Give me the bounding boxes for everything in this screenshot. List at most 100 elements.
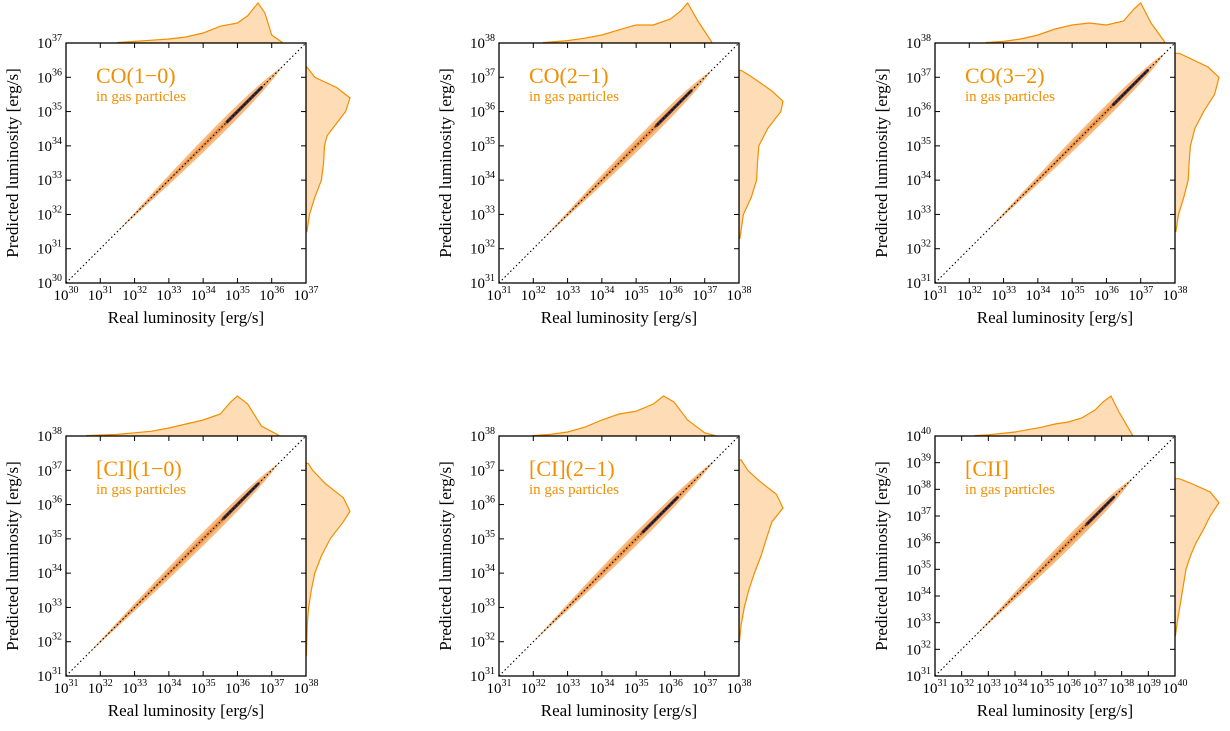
x-tick-label: 1031 [54,678,79,697]
x-tick-label: 1033 [122,678,147,697]
x-tick-label: 1036 [658,678,683,697]
y-axis-label: Predicted luminosity [erg/s] [436,68,455,258]
x-tick-label: 1034 [589,678,614,697]
y-tick-label: 1040 [906,426,931,445]
panel-6: 1031 1032 1033 1034 1035 1036 1037 1038 1039 1040… [872,395,1220,720]
x-tick-label: 1032 [521,678,546,697]
y-tick-label: 1030 [37,273,62,292]
panel-3: 1031 1032 1033 1034 1035 1036 1037 1038 1031 1032… [872,2,1220,327]
y-tick-label: 1036 [906,533,931,552]
y-tick-label: 1037 [470,460,495,479]
x-tick-label: 1032 [949,678,974,697]
x-tick-label: 1037 [294,285,319,304]
y-axis-label: Predicted luminosity [erg/s] [436,461,455,651]
panel-subtitle: in gas particles [529,89,619,105]
y-tick-label: 1033 [37,597,62,616]
x-tick-label: 1040 [1163,678,1188,697]
panel-title: CO(1−0) [96,63,176,88]
y-tick-label: 1036 [37,67,62,86]
y-tick-label: 1037 [37,33,62,52]
x-tick-label: 1032 [122,285,147,304]
x-tick-label: 1031 [487,678,512,697]
plot-frame [498,435,740,677]
x-tick-label: 1032 [88,678,113,697]
y-tick-label: 1033 [906,613,931,632]
plot-frame [65,42,307,284]
panel-title: [CI](2−1) [529,456,615,481]
plot-frame [498,42,740,284]
y-axis-label: Predicted luminosity [erg/s] [3,68,22,258]
x-tick-label: 1033 [976,678,1001,697]
x-tick-label: 1037 [692,285,717,304]
y-tick-label: 1031 [470,273,495,292]
x-axis-label: Real luminosity [erg/s] [108,308,264,327]
x-axis-label: Real luminosity [erg/s] [108,701,264,720]
x-tick-label: 1037 [1128,285,1153,304]
y-tick-label: 1039 [906,453,931,472]
x-tick-label: 1033 [991,285,1016,304]
panel-4: 1031 1032 1033 1034 1035 1036 1037 1038 1031 1032… [3,395,351,720]
y-tick-label: 1034 [37,563,62,582]
y-tick-label: 1035 [37,529,62,548]
y-tick-label: 1034 [470,563,495,582]
y-tick-label: 1032 [470,239,495,258]
y-tick-label: 1031 [906,666,931,685]
panel-subtitle: in gas particles [965,482,1055,498]
x-axis-label: Real luminosity [erg/s] [541,308,697,327]
y-tick-label: 1033 [470,597,495,616]
y-tick-label: 1037 [37,460,62,479]
y-tick-label: 1031 [470,666,495,685]
x-axis-label: Real luminosity [erg/s] [541,701,697,720]
right-marginal-density [305,462,351,657]
y-tick-label: 1036 [906,102,931,121]
y-tick-label: 1033 [906,204,931,223]
x-tick-label: 1031 [88,285,113,304]
y-tick-label: 1032 [906,239,931,258]
x-tick-label: 1038 [1109,678,1134,697]
x-tick-label: 1036 [225,678,250,697]
x-tick-label: 1034 [191,285,216,304]
one-to-one-line [934,435,1176,677]
panel-subtitle: in gas particles [529,482,619,498]
panel-title: [CI](1−0) [96,456,182,481]
top-marginal-density [116,1,283,44]
y-axis-label: Predicted luminosity [erg/s] [872,461,891,651]
plot-frame [934,435,1176,677]
x-tick-label: 1036 [259,285,284,304]
y-tick-label: 1036 [37,495,62,514]
panel-subtitle: in gas particles [96,482,186,498]
one-to-one-line [65,42,307,284]
x-tick-label: 1038 [727,285,752,304]
top-marginal-density [542,1,713,44]
right-marginal-density [305,66,351,233]
one-to-one-line [498,435,740,677]
y-tick-label: 1038 [906,33,931,52]
x-tick-label: 1035 [624,678,649,697]
y-tick-label: 1037 [906,506,931,525]
y-tick-label: 1033 [37,170,62,189]
x-tick-label: 1030 [54,285,79,304]
y-tick-label: 1036 [470,495,495,514]
x-tick-label: 1033 [555,285,580,304]
plot-frame [934,42,1176,284]
x-tick-label: 1036 [1094,285,1119,304]
y-tick-label: 1031 [37,239,62,258]
x-tick-label: 1038 [727,678,752,697]
x-tick-label: 1037 [259,678,284,697]
x-tick-label: 1039 [1136,678,1161,697]
x-tick-label: 1035 [1060,285,1085,304]
x-tick-label: 1032 [957,285,982,304]
y-axis-label: Predicted luminosity [erg/s] [3,461,22,651]
panel-title: [CII] [965,456,1009,481]
x-tick-label: 1034 [1025,285,1050,304]
x-tick-label: 1037 [692,678,717,697]
one-to-one-line [934,42,1176,284]
x-tick-label: 1032 [521,285,546,304]
panel-title: CO(2−1) [529,63,609,88]
y-tick-label: 1034 [470,170,495,189]
y-tick-label: 1038 [906,479,931,498]
y-tick-label: 1035 [37,102,62,121]
y-tick-label: 1032 [37,204,62,223]
y-tick-label: 1034 [906,170,931,189]
right-marginal-density [1174,52,1220,233]
